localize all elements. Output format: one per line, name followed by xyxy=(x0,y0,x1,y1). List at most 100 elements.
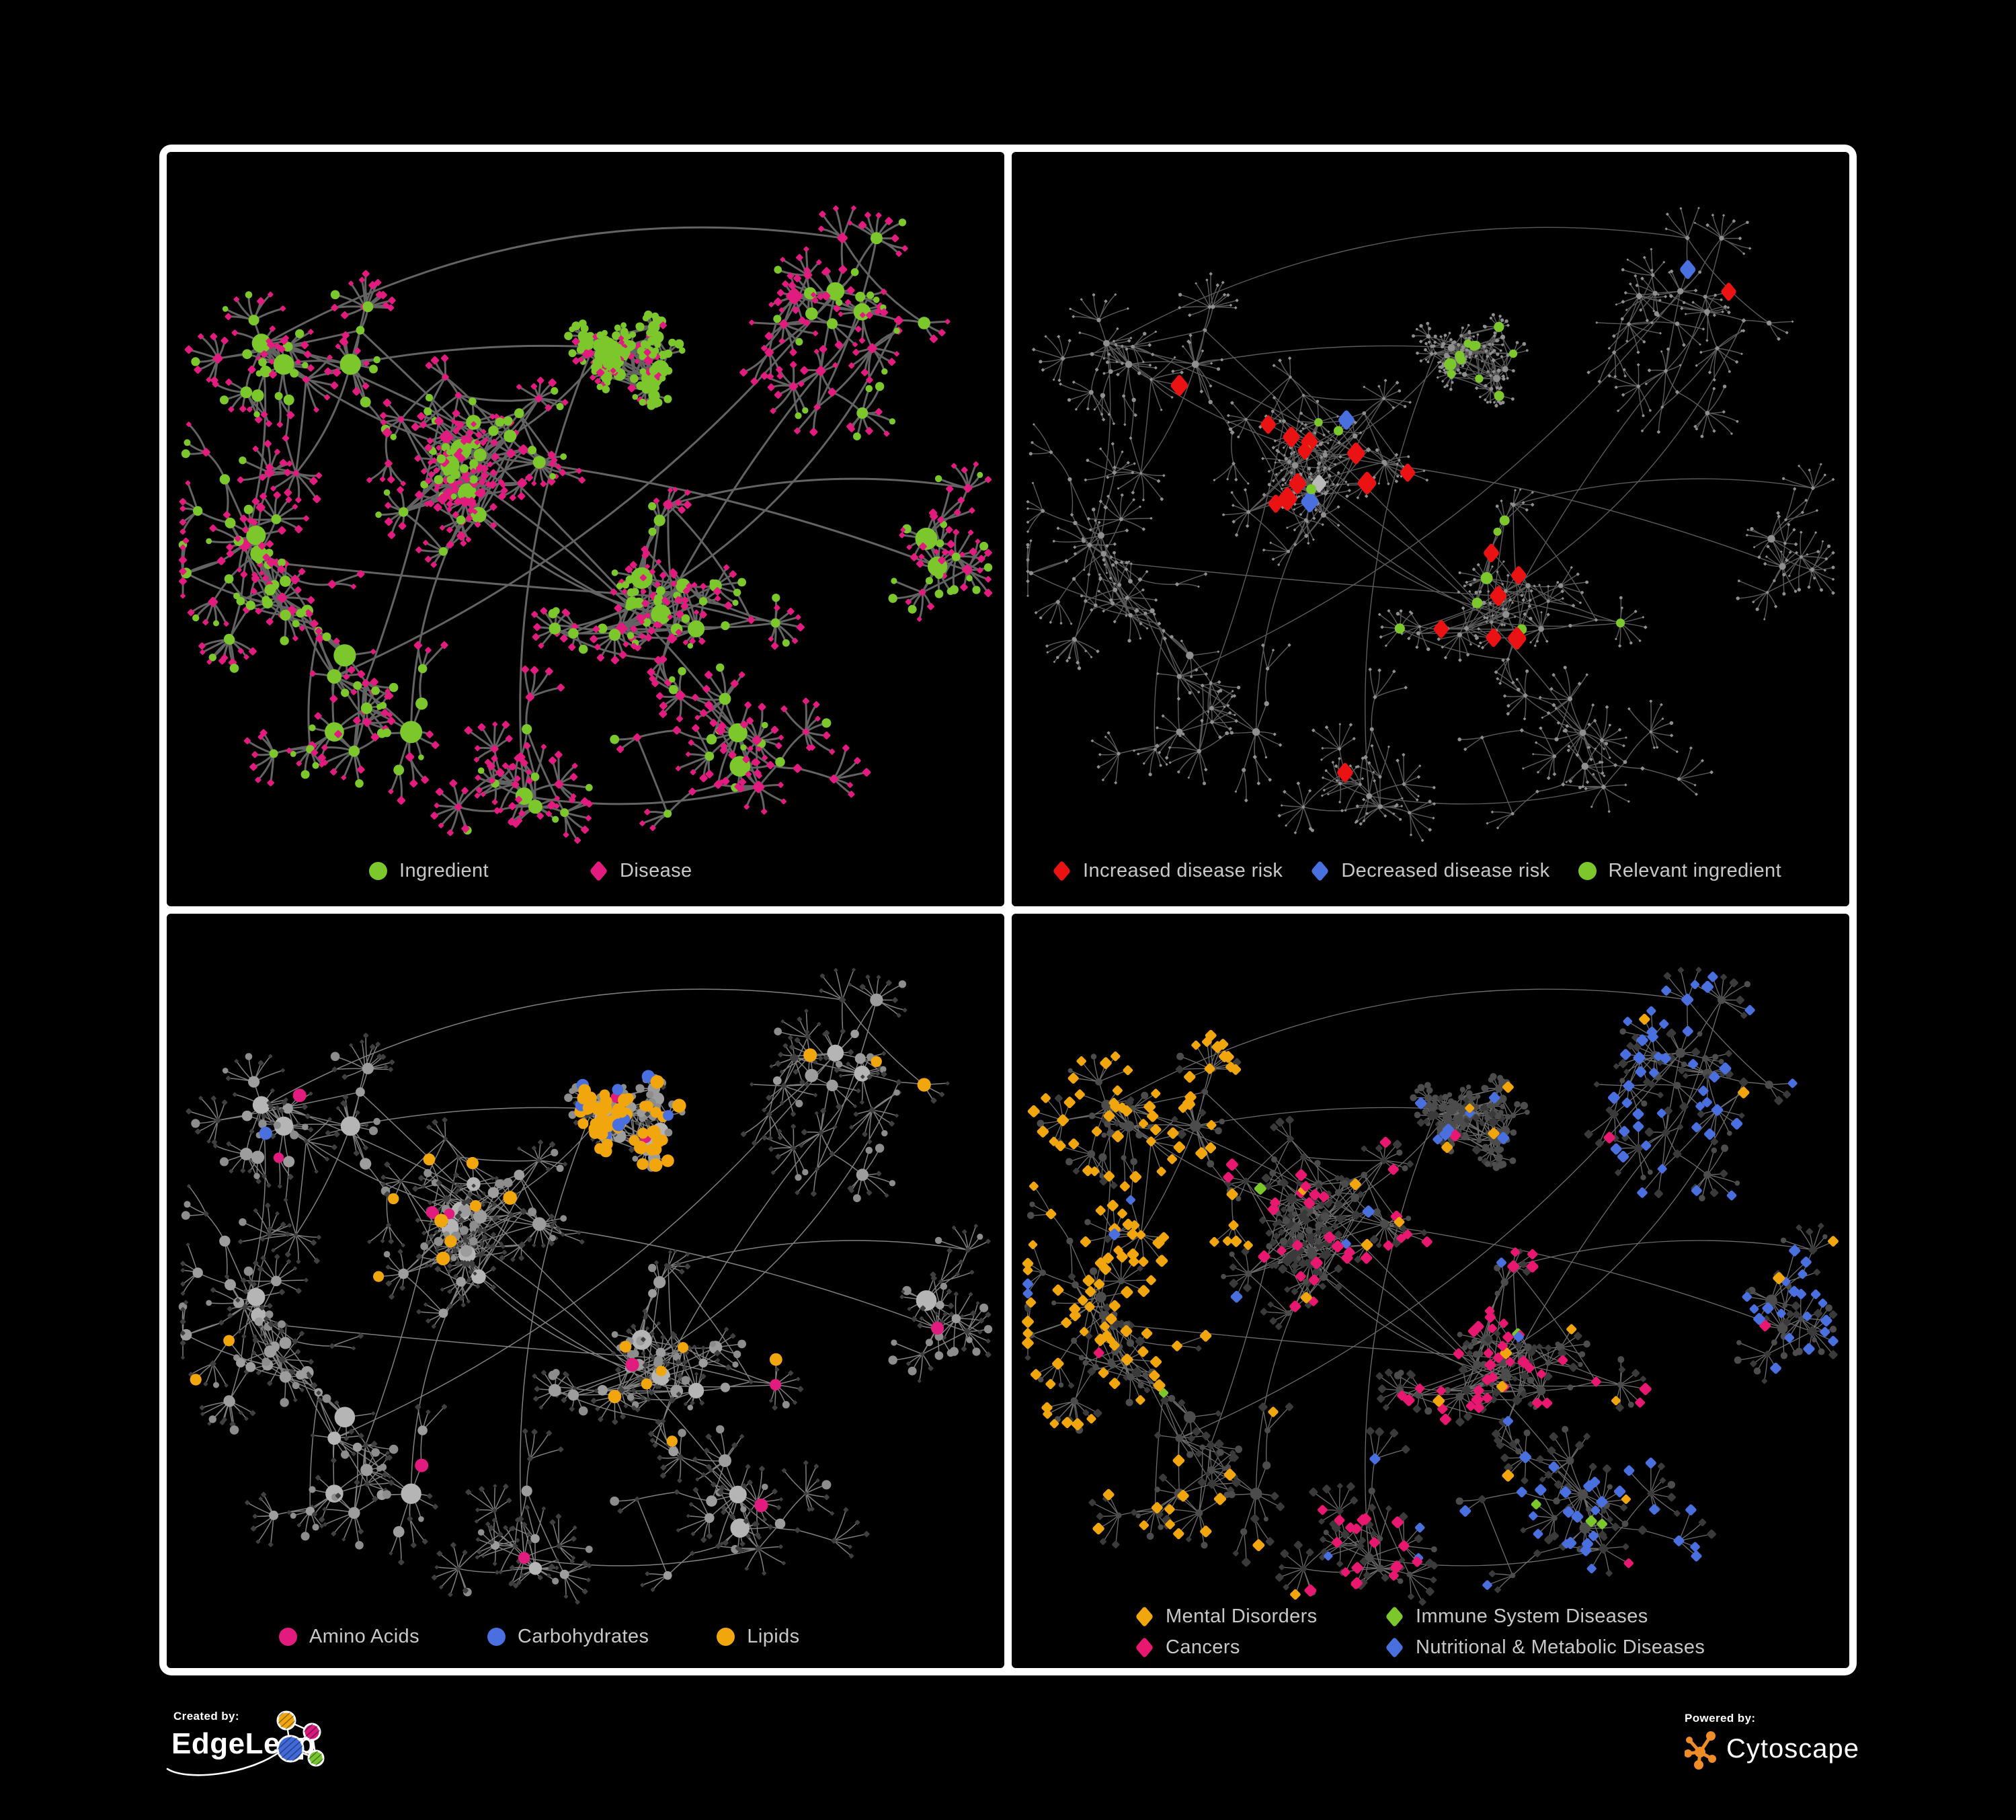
disease-node xyxy=(883,430,890,437)
disease-node xyxy=(654,581,661,588)
ingredient-node xyxy=(1223,705,1226,709)
disease-node xyxy=(307,596,315,604)
disease-node xyxy=(1336,524,1340,527)
disease-node xyxy=(563,610,571,617)
disease-node xyxy=(179,568,186,575)
disease-node xyxy=(1441,380,1445,383)
ingredient-node xyxy=(1474,590,1478,594)
disease-node xyxy=(547,803,554,809)
disease-node xyxy=(1304,423,1307,426)
edge xyxy=(1273,364,1291,378)
disease-node xyxy=(518,444,529,455)
edge xyxy=(1812,479,1834,489)
edge xyxy=(1178,676,1199,693)
ingredient-node xyxy=(1252,728,1260,736)
disease-node xyxy=(1094,368,1099,372)
disease-node xyxy=(1458,658,1462,662)
disease-node xyxy=(430,356,440,365)
ingredient-node xyxy=(972,586,981,594)
disease-node xyxy=(515,795,522,803)
ingredient-node xyxy=(1448,344,1452,349)
edge xyxy=(1737,592,1768,599)
ingredient-node xyxy=(528,799,542,814)
disease-node xyxy=(511,780,520,789)
ingredient-node xyxy=(936,539,944,548)
disease-node xyxy=(516,384,522,390)
edge xyxy=(1102,395,1115,424)
edge xyxy=(1106,342,1307,450)
ingredient-node xyxy=(503,430,517,443)
disease-node xyxy=(334,730,342,738)
ingredient-node xyxy=(560,453,567,461)
ingredient-node xyxy=(614,324,621,331)
edge xyxy=(1079,332,1107,344)
disease-node xyxy=(426,730,434,738)
ingredient-node xyxy=(1546,599,1550,603)
disease-node xyxy=(891,234,899,243)
disease-node xyxy=(467,506,475,514)
disease-node xyxy=(1461,606,1465,610)
ingredient-node xyxy=(875,382,885,391)
ingredient-node xyxy=(1782,477,1785,480)
disease-node xyxy=(236,567,242,573)
disease-node xyxy=(1338,801,1342,803)
ingredient-node xyxy=(1502,607,1504,610)
edge xyxy=(1145,612,1180,677)
disease-node xyxy=(1443,656,1447,660)
disease-node xyxy=(380,411,387,420)
disease-node xyxy=(683,500,692,509)
disease-node xyxy=(533,623,541,631)
ingredient-disease-network-graph xyxy=(178,205,993,844)
ingredient-node xyxy=(590,363,599,371)
edge xyxy=(1120,494,1123,520)
ingredient-node xyxy=(225,517,236,528)
ingredient-node xyxy=(450,493,457,500)
ingredient-node xyxy=(1493,374,1500,383)
ingredient-node xyxy=(312,762,319,769)
ingredient-node xyxy=(1468,356,1471,359)
ingredient-node xyxy=(1488,342,1492,346)
disease-node xyxy=(425,555,432,563)
ingredient-node xyxy=(1246,510,1251,514)
ingredient-node xyxy=(1108,369,1113,374)
disease-node xyxy=(1326,442,1330,444)
disease-node xyxy=(684,489,691,496)
edge xyxy=(1646,370,1666,385)
disease-node xyxy=(1261,457,1264,461)
edge xyxy=(1564,667,1571,700)
disease-node xyxy=(382,428,393,438)
disease-node xyxy=(179,577,187,586)
ingredient-node xyxy=(646,329,654,337)
edge xyxy=(1505,370,1666,615)
disease-node xyxy=(311,749,319,756)
ingredient-node xyxy=(1369,727,1374,731)
ingredient-node xyxy=(1197,749,1202,754)
disease-node xyxy=(1377,668,1381,672)
edge xyxy=(1553,705,1584,734)
disease-node xyxy=(1419,359,1423,363)
disease-node xyxy=(1763,562,1767,566)
disease-node xyxy=(549,756,557,765)
disease-node xyxy=(1615,637,1617,641)
edge xyxy=(1248,465,1296,513)
edge xyxy=(1504,695,1526,697)
disease-node xyxy=(837,233,848,243)
ingredient-node xyxy=(585,342,594,350)
disease-node xyxy=(1205,278,1209,282)
disease-node xyxy=(699,610,707,619)
ingredient-node xyxy=(679,347,686,354)
disease-node xyxy=(388,296,396,305)
disease-node xyxy=(520,759,528,767)
disease-node xyxy=(743,803,750,810)
edge xyxy=(1231,432,1234,465)
edge xyxy=(1513,504,1523,630)
disease-node xyxy=(1640,766,1645,771)
edge xyxy=(1040,601,1059,619)
ingredient-node xyxy=(934,475,942,483)
edge xyxy=(1409,812,1412,836)
disease-node xyxy=(694,609,699,615)
disease-node xyxy=(397,796,405,805)
edge xyxy=(1100,507,1106,536)
disease-node xyxy=(1317,469,1320,473)
disease-node xyxy=(1293,528,1296,532)
